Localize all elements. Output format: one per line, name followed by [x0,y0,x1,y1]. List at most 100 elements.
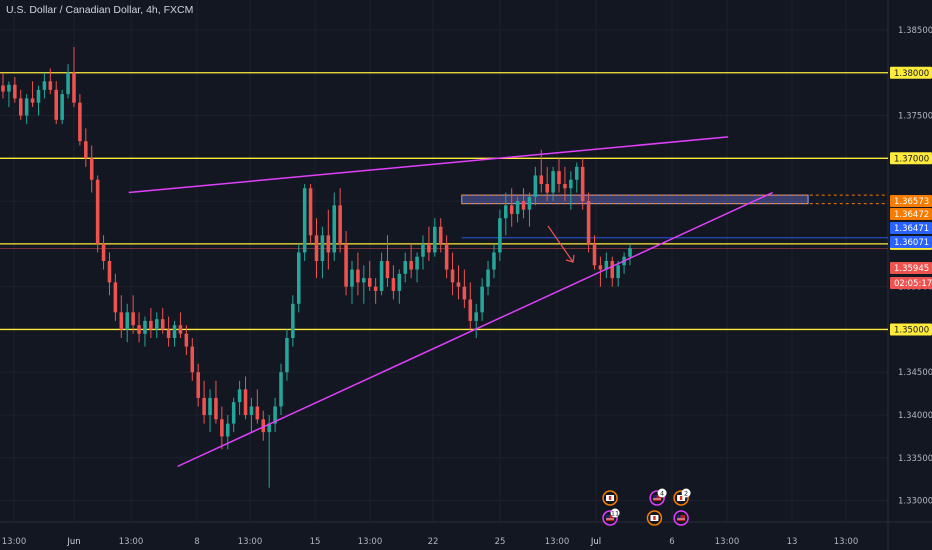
candle[interactable] [557,171,561,184]
candle[interactable] [362,278,366,283]
candle[interactable] [462,286,467,300]
candle[interactable] [89,158,94,180]
candle[interactable] [586,201,591,244]
candle[interactable] [196,372,200,398]
candle[interactable] [249,406,254,416]
candle[interactable] [308,188,313,236]
candle[interactable] [569,179,573,189]
candle[interactable] [36,89,41,103]
candle[interactable] [438,226,443,244]
candle[interactable] [160,319,165,330]
candle[interactable] [296,252,301,304]
candle[interactable] [131,312,135,326]
candle[interactable] [30,98,35,103]
candle[interactable] [338,205,342,244]
candle[interactable] [243,389,248,416]
candle[interactable] [444,243,449,270]
candle[interactable] [433,226,437,253]
candle[interactable] [190,346,195,373]
candle[interactable] [515,201,520,214]
candle[interactable] [409,261,413,270]
candle[interactable] [450,269,455,283]
candle[interactable] [149,320,153,330]
candle[interactable] [509,205,514,214]
candle[interactable] [373,286,378,291]
candle[interactable] [616,265,620,279]
candle[interactable] [480,286,484,313]
candle[interactable] [367,278,372,287]
candle[interactable] [143,320,147,334]
candle[interactable] [580,166,585,202]
candle[interactable] [202,397,206,416]
candle[interactable] [539,175,544,184]
candle[interactable] [628,248,632,257]
candle[interactable] [598,265,603,270]
candle[interactable] [610,261,615,279]
candle[interactable] [267,423,271,433]
candle[interactable] [385,261,390,279]
candle[interactable] [237,389,242,403]
lower-trend-line[interactable] [177,191,773,468]
candle[interactable] [113,282,118,313]
candle[interactable] [574,166,579,180]
candle[interactable] [320,235,325,261]
candle[interactable] [24,98,29,116]
candle[interactable] [107,261,112,283]
candle[interactable] [415,256,419,270]
candle[interactable] [592,243,597,266]
candle[interactable] [456,282,461,287]
candle[interactable] [427,243,431,253]
candle[interactable] [468,299,473,321]
candle[interactable] [255,406,260,420]
candle[interactable] [344,243,348,287]
candle[interactable] [397,273,402,291]
candle[interactable] [220,419,224,437]
candle[interactable] [54,89,59,120]
candle[interactable] [551,171,555,193]
candle[interactable] [314,235,319,261]
candle[interactable] [1,85,5,92]
candle[interactable] [285,338,289,373]
candle[interactable] [326,235,331,253]
candle[interactable] [18,98,23,116]
candle[interactable] [604,261,609,270]
candle[interactable] [137,325,141,334]
candle[interactable] [521,201,526,210]
candle[interactable] [379,261,384,291]
candle[interactable] [184,333,189,347]
candle[interactable] [291,303,295,339]
candle[interactable] [95,179,100,244]
candle[interactable] [492,252,496,270]
upper-trend-line[interactable] [128,136,729,194]
candle[interactable] [231,402,236,424]
candle[interactable] [125,312,129,330]
candle[interactable] [350,269,354,287]
candle[interactable] [84,141,88,159]
candle[interactable] [60,94,64,120]
candle[interactable] [533,175,538,197]
candle[interactable] [78,102,82,142]
candle[interactable] [166,329,171,339]
candle[interactable] [178,325,183,334]
candle[interactable] [332,205,337,253]
candle[interactable] [391,278,396,291]
candle[interactable] [486,269,490,287]
candle[interactable] [72,72,76,103]
candle[interactable] [155,319,159,330]
candle[interactable] [474,312,478,321]
candle[interactable] [421,243,425,257]
candle[interactable] [527,196,532,210]
candle[interactable] [119,312,124,330]
candle[interactable] [498,218,502,253]
candle[interactable] [101,243,106,261]
candle[interactable] [273,406,277,424]
candle[interactable] [545,183,549,193]
candle[interactable] [66,72,70,95]
candle[interactable] [172,325,177,339]
candle[interactable] [42,81,47,90]
supply-zone[interactable] [461,194,809,205]
candle[interactable] [225,423,230,437]
candle[interactable] [356,269,360,283]
